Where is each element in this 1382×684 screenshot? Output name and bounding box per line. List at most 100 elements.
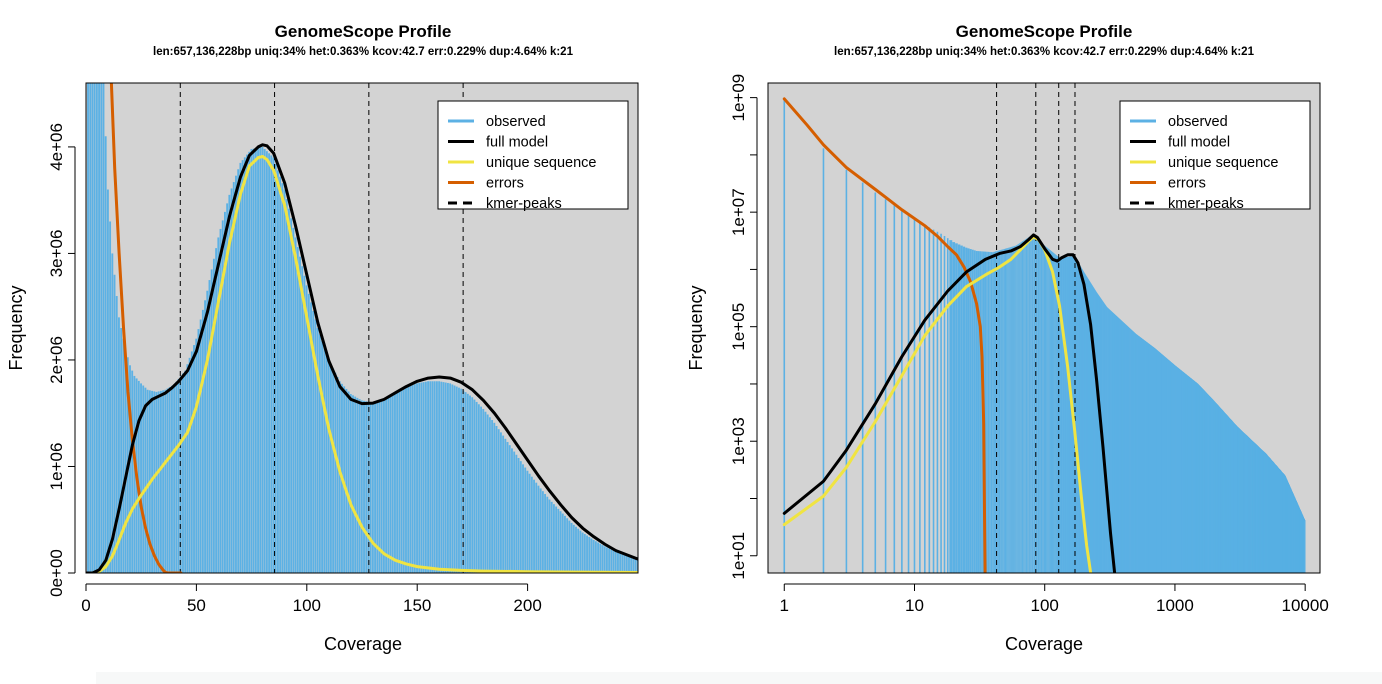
observed-bar: [274, 163, 277, 573]
observed-bar: [1052, 252, 1054, 573]
observed-bar: [171, 385, 173, 573]
observed-bar: [230, 188, 233, 573]
full-model-line: [86, 143, 638, 573]
chart-linear: GenomeScope Profile len:657,136,228bp un…: [6, 22, 639, 654]
observed-bar: [530, 476, 533, 573]
observed-bar: [336, 377, 339, 573]
observed-bar: [1046, 247, 1048, 573]
observed-bar: [246, 154, 248, 573]
observed-bar: [1027, 237, 1029, 573]
observed-bar: [345, 388, 348, 573]
observed-bar: [1064, 257, 1066, 573]
observed-bar: [537, 485, 540, 573]
observed-bar: [1023, 240, 1025, 573]
observed-bar: [1055, 254, 1056, 573]
observed-bar: [296, 247, 299, 573]
observed-bar: [416, 383, 418, 573]
observed-bar: [1060, 257, 1061, 573]
observed-bar: [1012, 246, 1014, 573]
observed-bar: [1046, 247, 1047, 573]
observed-bar: [1047, 247, 1048, 573]
observed-bar: [544, 493, 547, 573]
observed-bar: [177, 378, 180, 573]
observed-bar: [822, 148, 825, 573]
observed-bar: [1017, 244, 1019, 573]
observed-bar: [206, 290, 209, 573]
observed-bar: [1060, 257, 1062, 573]
observed-bar: [1062, 257, 1064, 573]
observed-bar: [281, 183, 284, 573]
chart-subtitle: len:657,136,228bp uniq:34% het:0.363% kc…: [153, 46, 574, 58]
observed-bar: [630, 557, 633, 573]
observed-bar: [572, 524, 575, 573]
observed-bar: [874, 192, 877, 573]
observed-bar: [1038, 240, 1040, 573]
observed-bar: [356, 397, 359, 573]
observed-bar: [87, 83, 89, 573]
observed-bar: [369, 402, 372, 573]
observed-bar: [1000, 249, 1002, 573]
observed-bar: [628, 556, 630, 573]
observed-bar: [502, 435, 505, 573]
observed-bar: [305, 285, 308, 573]
observed-bar: [1059, 257, 1061, 573]
observed-bar: [1018, 243, 1020, 573]
y-tick-label: 4e+06: [47, 123, 66, 171]
observed-bar: [1031, 235, 1032, 573]
observed-bars: [87, 83, 638, 573]
x-axis-label: Coverage: [324, 634, 402, 654]
observed-bar: [391, 395, 394, 573]
observed-bar: [581, 532, 584, 573]
observed-bar: [946, 238, 949, 573]
observed-bar: [500, 432, 502, 573]
observed-bar: [1042, 243, 1043, 573]
observed-bar: [241, 160, 244, 573]
observed-bar: [614, 551, 617, 573]
observed-bar: [973, 250, 976, 573]
observed-bar: [506, 441, 509, 573]
observed-bar: [484, 411, 487, 573]
observed-bar: [1047, 248, 1049, 573]
observed-bar: [1050, 250, 1051, 573]
observed-bar: [140, 383, 142, 573]
observed-bar: [433, 381, 436, 573]
observed-bar: [310, 302, 312, 573]
observed-bar: [1062, 257, 1063, 573]
observed-bar: [224, 211, 226, 573]
chart-title: GenomeScope Profile: [956, 22, 1133, 41]
observed-bar: [100, 83, 103, 573]
observed-bar: [164, 389, 167, 573]
observed-bar: [1053, 253, 1055, 573]
observed-bar: [146, 389, 149, 573]
observed-bar: [188, 357, 191, 573]
observed-bar: [208, 280, 211, 573]
observed-bar: [299, 256, 301, 573]
observed-bar: [1043, 245, 1045, 573]
observed-bar: [142, 385, 145, 573]
observed-bar: [464, 392, 467, 573]
observed-bar: [1043, 244, 1044, 573]
observed-bar: [1003, 248, 1005, 573]
observed-bar: [493, 422, 496, 573]
observed-bar: [407, 386, 410, 573]
observed-bar: [1051, 251, 1052, 573]
observed-bar: [861, 182, 864, 573]
observed-bar: [1033, 236, 1035, 573]
observed-bar: [124, 349, 127, 573]
observed-bar: [1045, 246, 1047, 573]
observed-bar: [1069, 256, 1071, 573]
observed-bar: [190, 351, 193, 573]
observed-bar: [371, 402, 374, 573]
observed-bar: [257, 147, 259, 573]
observed-bar: [949, 240, 953, 573]
observed-bar: [197, 329, 200, 573]
observed-bar: [1037, 239, 1038, 573]
observed-bar: [447, 382, 449, 573]
observed-bar: [95, 83, 98, 573]
observed-bar: [239, 162, 242, 573]
observed-bar: [265, 151, 268, 573]
observed-bar: [610, 549, 613, 573]
observed-bar: [219, 228, 222, 573]
observed-bar: [634, 558, 637, 573]
